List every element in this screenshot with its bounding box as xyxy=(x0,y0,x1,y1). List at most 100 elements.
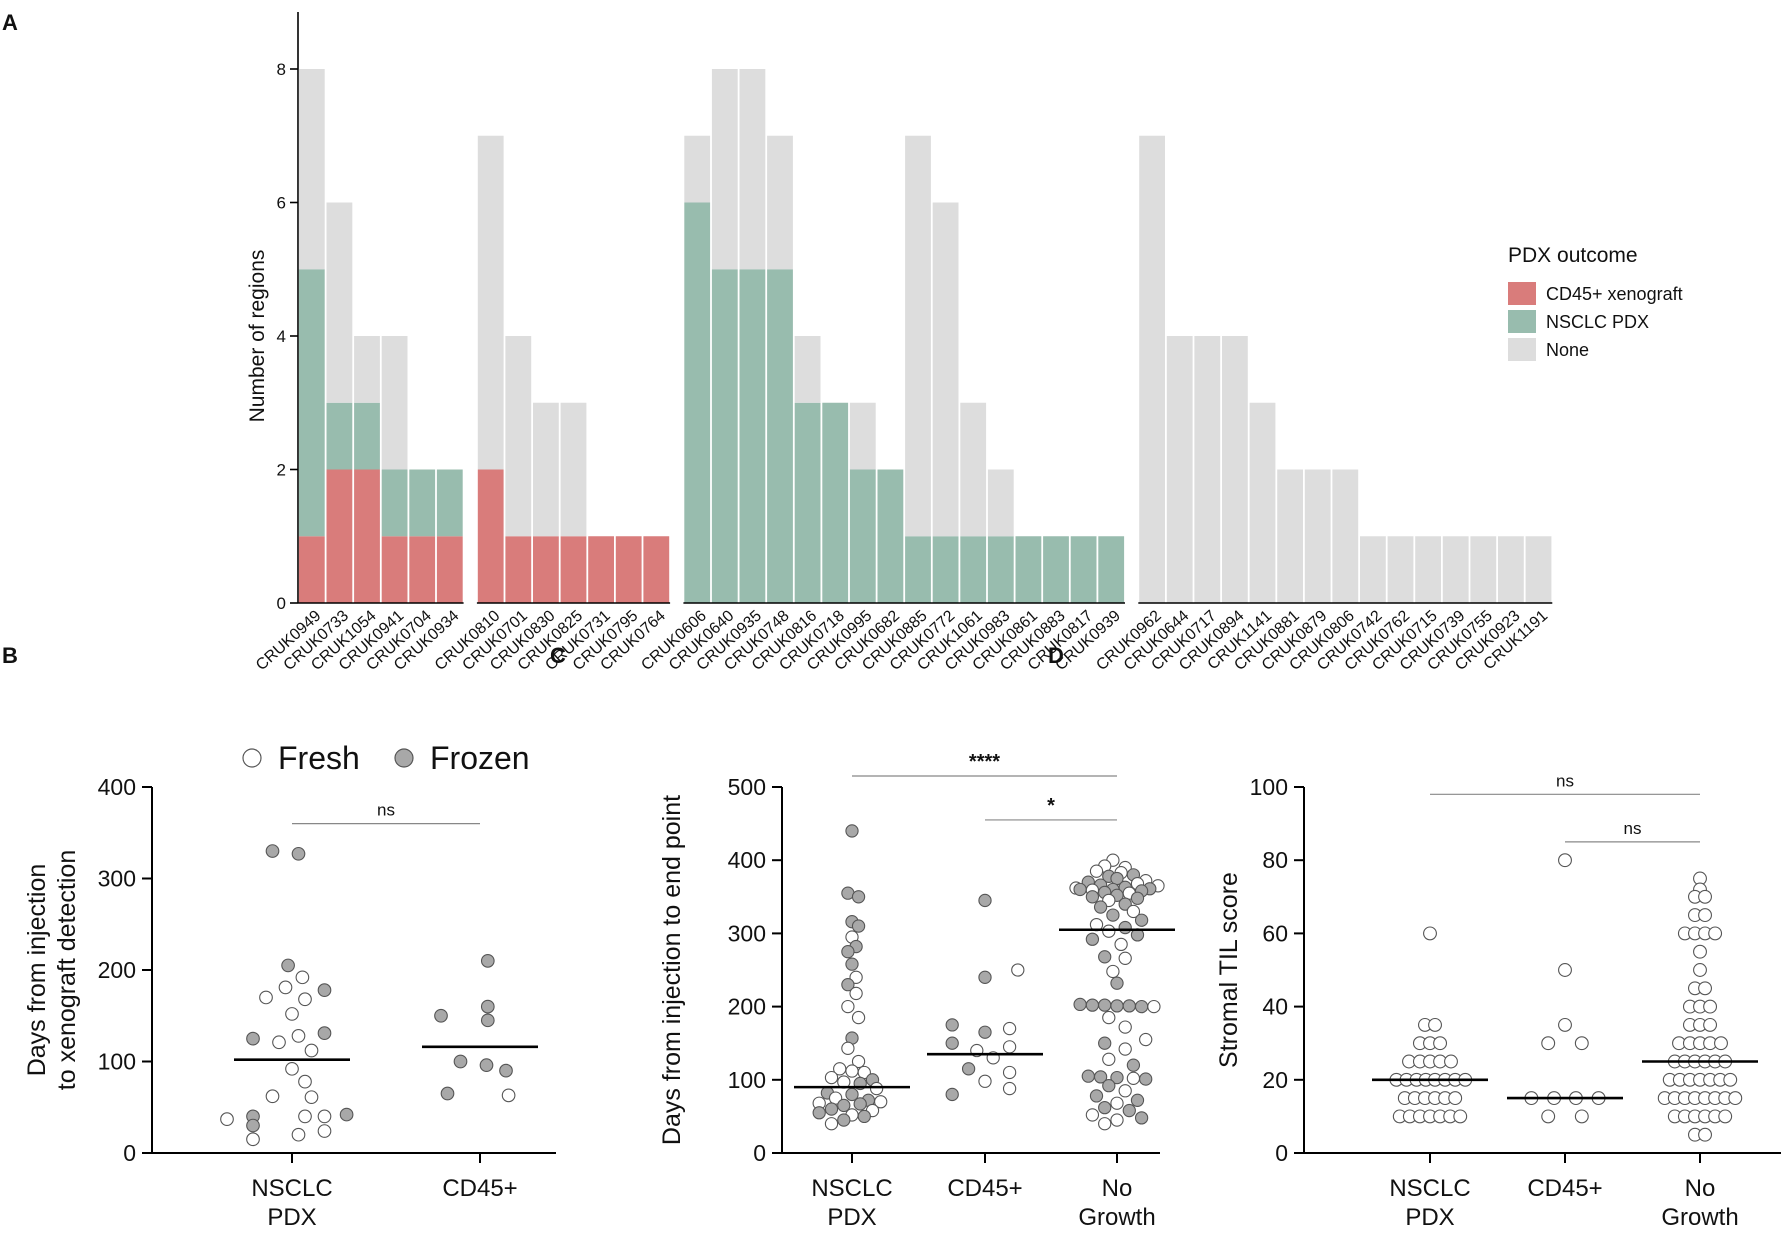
data-point-fresh xyxy=(1011,963,1025,977)
data-point-fresh xyxy=(1698,889,1712,904)
y-axis-label: Stromal TIL score xyxy=(1215,872,1243,1068)
data-point-frozen xyxy=(851,890,866,904)
x-tick-label: NSCLC xyxy=(251,1175,332,1202)
legend-title: PDX outcome xyxy=(1508,244,1638,267)
bar-segment-none xyxy=(1415,536,1441,603)
data-point-fresh xyxy=(501,1088,516,1103)
data-point-frozen xyxy=(1098,1100,1112,1115)
data-point-frozen xyxy=(434,1008,448,1023)
data-point-fresh xyxy=(1693,944,1707,959)
bar-segment-nsclc-pdx xyxy=(354,402,380,470)
legend-marker-frozen xyxy=(394,748,414,768)
data-point-fresh xyxy=(1085,1108,1100,1122)
data-point-fresh xyxy=(1002,1065,1017,1080)
bar-segment-none xyxy=(1360,536,1386,603)
legend-swatch-1 xyxy=(1508,282,1536,305)
y-tick-label: 500 xyxy=(728,774,766,800)
legend-marker-fresh xyxy=(242,748,262,768)
bar-segment-nsclc-pdx xyxy=(684,202,711,603)
data-point-frozen xyxy=(453,1054,468,1069)
bar-segment-cd45-xenograft xyxy=(381,536,408,603)
data-point-fresh xyxy=(1703,999,1718,1014)
bar-segment-none xyxy=(1249,402,1276,603)
bar-segment-nsclc-pdx xyxy=(987,536,1014,603)
bar-segment-nsclc-pdx xyxy=(739,269,766,603)
bar-segment-cd45-xenograft xyxy=(643,536,670,603)
panel-label-d: D xyxy=(1048,643,1064,668)
data-point-fresh xyxy=(1433,1036,1448,1051)
legend-swatch-2 xyxy=(1508,310,1536,333)
bar-segment-none xyxy=(1194,336,1221,603)
data-point-frozen xyxy=(480,953,495,968)
bar-segment-nsclc-pdx xyxy=(326,402,353,470)
significance-label: ns xyxy=(377,801,395,820)
data-point-frozen xyxy=(1093,900,1108,914)
legend-label-fresh: Fresh xyxy=(278,740,360,776)
data-point-fresh xyxy=(1428,1017,1442,1032)
data-point-fresh xyxy=(298,1074,312,1089)
data-point-fresh xyxy=(1118,1042,1132,1056)
data-point-frozen xyxy=(339,1107,354,1122)
y-tick-label: 20 xyxy=(1262,1067,1288,1093)
data-point-fresh xyxy=(1703,1017,1718,1032)
data-point-frozen xyxy=(1098,998,1112,1012)
x-tick-label: CD45+ xyxy=(947,1175,1022,1202)
panel-a-y-tick-label: 2 xyxy=(277,461,286,480)
data-point-frozen xyxy=(857,1109,871,1124)
data-point-frozen xyxy=(1134,913,1149,927)
data-point-fresh xyxy=(849,986,863,1001)
data-point-fresh xyxy=(1089,864,1104,878)
y-tick-label: 0 xyxy=(753,1140,766,1166)
data-point-frozen xyxy=(824,1102,839,1116)
x-tick-label: Growth xyxy=(1078,1204,1155,1231)
x-tick-label: NSCLC xyxy=(811,1175,892,1202)
bar-segment-none xyxy=(794,336,821,403)
data-point-frozen xyxy=(961,1062,976,1076)
data-point-fresh xyxy=(869,1081,884,1096)
significance-label: ns xyxy=(1556,771,1574,790)
bar-segment-none xyxy=(533,402,559,537)
data-point-fresh xyxy=(1139,1032,1153,1047)
data-point-frozen xyxy=(945,1018,959,1032)
significance-label: **** xyxy=(969,751,1000,773)
panel-a-y-tick-label: 4 xyxy=(277,327,286,346)
y-tick-label: 300 xyxy=(728,920,766,946)
bar-segment-nsclc-pdx xyxy=(436,469,463,537)
bar-segment-nsclc-pdx xyxy=(849,469,876,603)
bar-segment-nsclc-pdx xyxy=(794,402,821,603)
data-point-frozen xyxy=(1126,1058,1141,1072)
panel-a-y-tick-label: 0 xyxy=(277,594,286,613)
data-point-frozen xyxy=(317,983,332,997)
data-point-frozen xyxy=(841,977,855,992)
bar-segment-nsclc-pdx xyxy=(1070,536,1097,603)
data-point-fresh xyxy=(1147,999,1161,1014)
data-point-fresh xyxy=(1002,1021,1017,1036)
x-tick-label: No xyxy=(1102,1175,1133,1202)
data-point-fresh xyxy=(845,1064,859,1078)
panel-a-y-tick-label: 6 xyxy=(277,194,286,213)
bar-segment-nsclc-pdx xyxy=(409,469,436,537)
data-point-fresh xyxy=(317,1109,332,1124)
panel-label-a: A xyxy=(2,10,18,35)
bar-segment-none xyxy=(1387,536,1414,603)
data-point-frozen xyxy=(265,844,280,858)
y-tick-label: 100 xyxy=(1250,774,1288,800)
y-tick-label: 100 xyxy=(98,1049,136,1075)
data-point-frozen xyxy=(1085,890,1100,904)
bar-segment-none xyxy=(1277,469,1303,603)
data-point-fresh xyxy=(1453,1109,1468,1124)
bar-segment-none xyxy=(1498,536,1524,603)
y-tick-label: 0 xyxy=(1275,1140,1288,1166)
bar-segment-none xyxy=(1332,469,1359,603)
bar-segment-none xyxy=(1166,336,1193,603)
data-point-frozen xyxy=(812,1106,826,1120)
panel-label-b: B xyxy=(2,643,18,668)
bar-segment-none xyxy=(477,135,504,470)
data-point-frozen xyxy=(480,999,495,1014)
significance-label: * xyxy=(1047,795,1055,817)
data-point-fresh xyxy=(1106,964,1120,979)
data-point-fresh xyxy=(1126,904,1141,919)
x-tick-label: PDX xyxy=(827,1204,876,1231)
